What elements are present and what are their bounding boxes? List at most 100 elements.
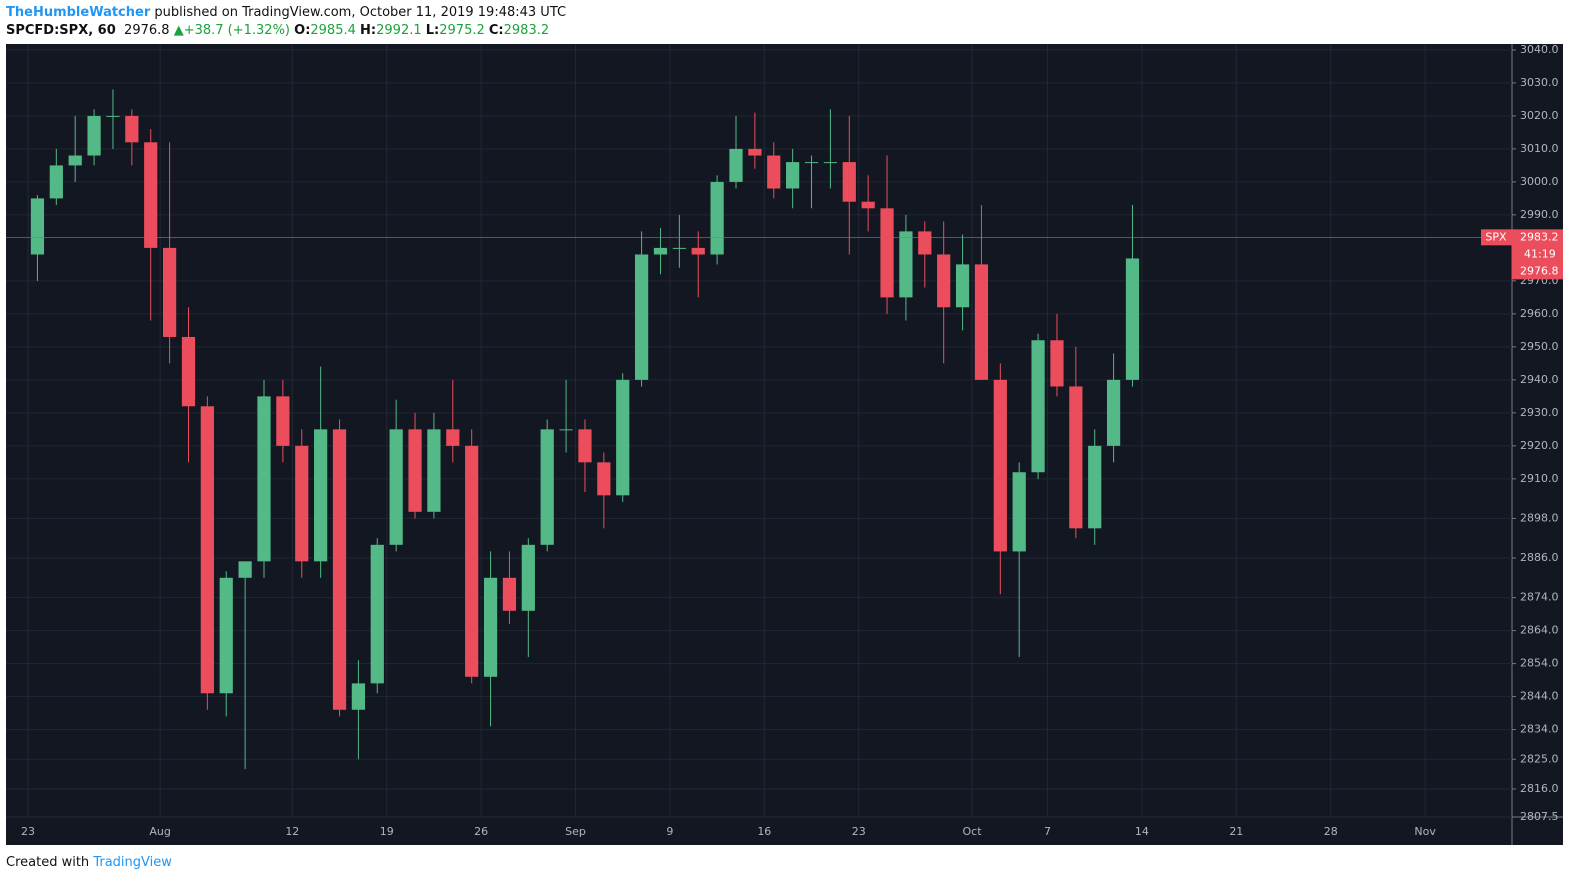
candle-body (804, 162, 819, 164)
candle-body (899, 231, 913, 298)
x-tick-label: 19 (380, 825, 394, 838)
candle-body (30, 198, 45, 255)
candle-body (653, 247, 668, 255)
y-tick-label: 2816.0 (1520, 782, 1559, 795)
y-tick-label: 2990.0 (1520, 208, 1559, 221)
created: Created with (6, 855, 90, 870)
y-tick-label: 2950.0 (1520, 340, 1559, 353)
x-tick-label: 9 (666, 825, 673, 838)
candle-body (370, 544, 384, 684)
x-tick-label: 28 (1324, 825, 1338, 838)
candle-body (861, 201, 875, 209)
symbol-tag: SPX (1485, 230, 1507, 243)
candle-body (389, 429, 403, 545)
price-tag: 2983.2 (1520, 230, 1559, 243)
y-tick-label: 2834.0 (1520, 723, 1559, 736)
candle-body (49, 165, 63, 199)
symbol: SPCFD:SPX, 60 (6, 23, 116, 38)
candle-body (729, 148, 743, 182)
candle-body (672, 247, 686, 249)
candle-body (823, 162, 838, 164)
x-tick-label: Sep (565, 825, 586, 838)
y-tick-label: 2940.0 (1520, 373, 1559, 386)
y-tick-label: 3030.0 (1520, 76, 1559, 89)
y-tick-label: 3000.0 (1520, 175, 1559, 188)
candle-body (502, 577, 517, 611)
quote-line: SPCFD:SPX, 60 2976.8 ▲+38.7 (+1.32%) O:2… (6, 22, 566, 40)
candle-body (1088, 445, 1102, 529)
y-tick-label: 2930.0 (1520, 406, 1559, 419)
candle-body (1106, 379, 1121, 446)
candle-body (162, 247, 177, 337)
x-tick-label: 12 (285, 825, 299, 838)
candle-body (106, 115, 120, 117)
candle-body (483, 577, 498, 677)
candle-body (937, 254, 951, 308)
candle-body (767, 155, 781, 189)
x-tick-label: 23 (852, 825, 866, 838)
candle-body (521, 544, 535, 611)
candle-body (144, 142, 158, 248)
y-tick-label: 2960.0 (1520, 307, 1559, 320)
change: +38.7 (+1.32%) (183, 23, 290, 38)
candle-body (634, 254, 649, 380)
y-tick-label: 2864.0 (1520, 624, 1559, 637)
y-tick-label: 2910.0 (1520, 472, 1559, 485)
chart-bg (6, 44, 1563, 845)
candle-body (842, 162, 856, 202)
candle-body (616, 379, 630, 496)
author[interactable]: TheHumbleWatcher (6, 5, 151, 20)
footer: Created with TradingView (6, 855, 172, 870)
x-tick-label: 14 (1135, 825, 1149, 838)
candle-body (1125, 258, 1140, 380)
x-tick-label: Aug (149, 825, 170, 838)
candle-body (238, 561, 252, 578)
y-tick-label: 3040.0 (1520, 43, 1559, 56)
candle-body (427, 429, 441, 512)
candle-body (68, 155, 82, 166)
symbol-tag-bg (1481, 229, 1512, 246)
x-tick-label: 26 (474, 825, 488, 838)
candle-body (408, 429, 422, 512)
close: 2983.2 (503, 23, 550, 38)
candle-body (710, 181, 724, 255)
candle-body (351, 683, 366, 710)
price-tag-bg (1512, 229, 1563, 280)
last-tag: 2976.8 (1520, 264, 1559, 277)
y-tick-label: 2807.5 (1520, 810, 1559, 823)
candle-body (314, 429, 328, 562)
candle-body (87, 115, 101, 156)
y-tick-label: 2854.0 (1520, 657, 1559, 670)
x-tick-label: 21 (1229, 825, 1243, 838)
c-label: C: (488, 23, 504, 38)
candle-body (1012, 472, 1026, 552)
candle-body (540, 429, 554, 545)
up-arrow: ▲ (173, 23, 184, 38)
x-tick-label: 23 (21, 825, 35, 838)
candle-body (578, 429, 592, 463)
low: 2975.2 (439, 23, 485, 38)
y-tick-label: 2874.0 (1520, 591, 1559, 604)
candle-body (559, 429, 573, 431)
candle-body (125, 115, 139, 143)
y-tick-label: 3010.0 (1520, 142, 1559, 155)
header: TheHumbleWatcher published on TradingVie… (6, 4, 566, 40)
candle-body (257, 396, 271, 562)
x-tick-label: Nov (1414, 825, 1436, 838)
candle-body (332, 429, 347, 710)
h-label: H: (360, 23, 377, 38)
y-tick-label: 2920.0 (1520, 439, 1559, 452)
x-tick-label: Oct (962, 825, 982, 838)
open: 2985.4 (310, 23, 356, 38)
brand[interactable]: TradingView (93, 855, 172, 870)
y-tick-label: 2844.0 (1520, 690, 1559, 703)
high: 2992.1 (376, 23, 422, 38)
candle-body (880, 208, 894, 298)
candle-body (465, 445, 479, 677)
countdown: 41:19 (1524, 247, 1556, 260)
candle-body (276, 396, 290, 446)
candle-body (597, 462, 611, 496)
candle-body (200, 406, 214, 694)
candle-body (219, 577, 233, 694)
